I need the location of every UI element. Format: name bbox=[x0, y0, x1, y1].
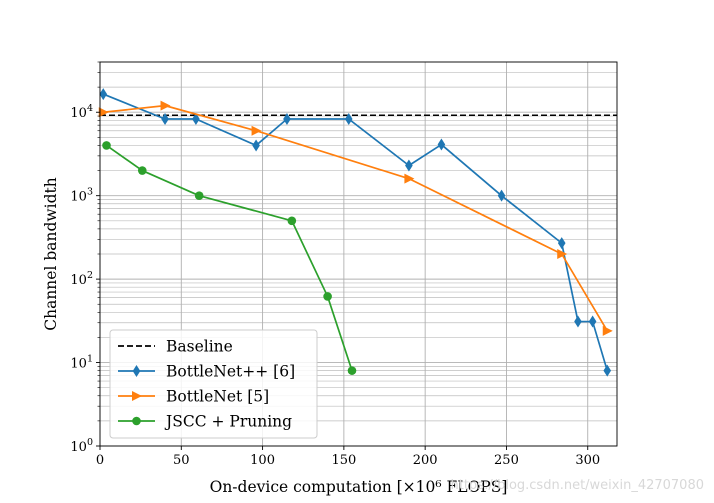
series-line-2 bbox=[103, 104, 608, 332]
y-tick-label: 101 bbox=[70, 354, 93, 372]
data-point bbox=[160, 100, 171, 111]
legend-marker bbox=[132, 365, 141, 377]
data-point bbox=[557, 237, 566, 250]
series-layer bbox=[98, 88, 613, 377]
legend-label: JSCC + Pruning bbox=[164, 413, 292, 431]
x-tick-label: 100 bbox=[250, 453, 275, 468]
data-point bbox=[588, 315, 597, 328]
data-point bbox=[405, 159, 413, 172]
x-tick-label: 50 bbox=[173, 453, 190, 468]
data-point bbox=[437, 138, 446, 151]
data-point bbox=[137, 166, 147, 175]
x-tick-label: 0 bbox=[96, 453, 104, 468]
data-point bbox=[557, 249, 568, 259]
data-point bbox=[404, 173, 415, 184]
x-tick-label: 250 bbox=[494, 453, 519, 468]
data-point bbox=[283, 112, 291, 125]
y-tick-label: 103 bbox=[70, 187, 93, 205]
data-point bbox=[287, 216, 297, 226]
data-point bbox=[497, 189, 506, 202]
y-tick-label: 104 bbox=[70, 103, 93, 121]
x-axis-title: On-device computation [×10⁶ FLOPS] bbox=[210, 478, 508, 496]
legend-box bbox=[109, 329, 318, 439]
data-point bbox=[102, 141, 111, 150]
x-tick-label: 150 bbox=[331, 453, 356, 468]
data-point bbox=[574, 315, 582, 328]
legend-label: BottleNet [5] bbox=[166, 388, 269, 406]
data-point bbox=[347, 366, 357, 375]
data-point bbox=[344, 112, 353, 125]
data-point bbox=[99, 88, 108, 101]
watermark: https://blog.csdn.net/weixin_42707080 bbox=[450, 478, 704, 493]
data-point bbox=[603, 364, 612, 377]
data-point bbox=[602, 325, 613, 336]
y-tick-label: 100 bbox=[70, 437, 93, 455]
data-point bbox=[98, 107, 109, 118]
data-point bbox=[251, 125, 262, 136]
data-point bbox=[192, 112, 200, 125]
y-axis-title: Channel bandwidth bbox=[42, 177, 60, 331]
data-point bbox=[323, 292, 332, 301]
axis-ticks: 100 101 102 103 104 0 50 100 150 200 250 300 bbox=[70, 61, 600, 468]
legend: Baseline BottleNet++ [6] BottleNet [5] JSCC… bbox=[109, 329, 318, 439]
data-point bbox=[194, 191, 204, 200]
data-point bbox=[252, 139, 260, 152]
data-point bbox=[161, 112, 169, 125]
legend-label: Baseline bbox=[166, 338, 233, 356]
y-tick-label: 102 bbox=[70, 270, 93, 288]
x-tick-label: 200 bbox=[413, 453, 438, 468]
x-tick-label: 300 bbox=[575, 453, 600, 468]
legend-marker bbox=[132, 416, 141, 426]
legend-marker bbox=[132, 391, 142, 401]
series-line-3 bbox=[106, 144, 353, 371]
legend-label: BottleNet++ [6] bbox=[166, 363, 295, 381]
